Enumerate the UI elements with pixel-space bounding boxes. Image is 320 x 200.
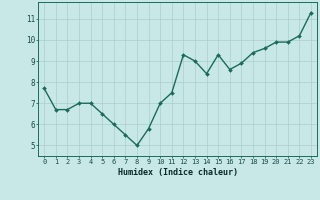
X-axis label: Humidex (Indice chaleur): Humidex (Indice chaleur)	[118, 168, 238, 177]
